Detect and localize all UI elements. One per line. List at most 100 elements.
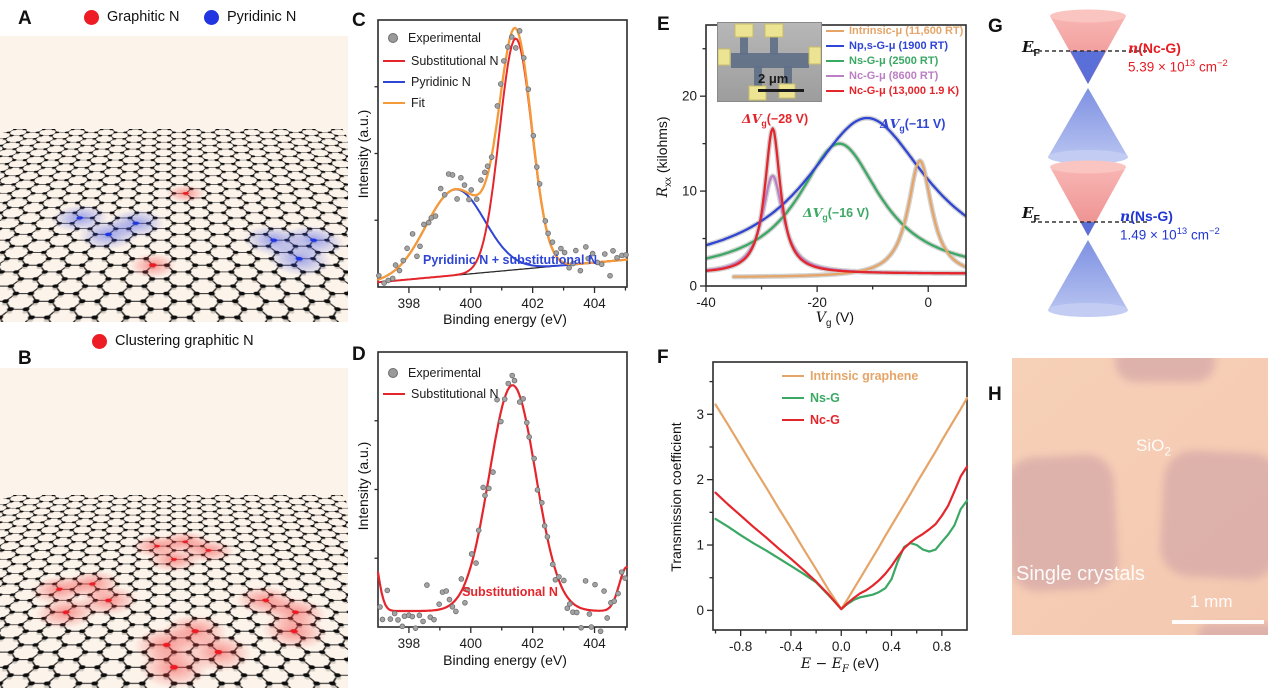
red-line-icon	[782, 418, 804, 422]
clustering-graphitic-n-label: Clustering graphitic N	[115, 333, 254, 349]
inset-scalebar-label: 2 μm	[758, 71, 789, 86]
panel-label-a: A	[18, 8, 32, 29]
panel-e-ylabel: Rxx (kilohms)	[654, 116, 674, 198]
panel-c-annotation: Pyridinic N + substitutional N	[423, 253, 597, 267]
panel-label-e: E	[657, 14, 670, 35]
panel-a-legend-graphitic: Graphitic N	[84, 9, 180, 25]
carrier-density-1-value: 5.39 × 1013 cm−2	[1128, 58, 1228, 75]
panel-e-legend-ns: Ns-G-μ (2500 RT)	[826, 55, 938, 67]
pyridinic-n-label: Pyridinic N	[227, 9, 297, 25]
lower-cone-2	[1048, 240, 1128, 310]
carrier-density-1-name: n(Nc-G)	[1128, 40, 1181, 57]
blue-line-icon	[383, 80, 405, 84]
panel-c-legend-fit: Fit	[383, 96, 425, 110]
panel-h-optical-image: SiO2 Single crystals 1 mm	[1012, 358, 1268, 635]
red-line-icon	[383, 392, 405, 396]
red-line-icon	[826, 89, 844, 93]
panel-c-chart: 398 400 402 404	[374, 19, 629, 311]
panel-c-ylabel: Intensity (a.u.)	[355, 109, 371, 199]
clustering-graphitic-n-dot-icon	[92, 333, 107, 349]
panel-label-f: F	[657, 347, 669, 368]
orange-line-icon	[383, 101, 405, 105]
legend-label: Nc-G-μ (13,000 1.9 K)	[849, 85, 960, 97]
single-crystals-label: Single crystals	[1016, 563, 1145, 585]
green-line-icon	[782, 396, 804, 400]
hall-bar-device	[717, 23, 822, 101]
green-line-icon	[826, 59, 844, 63]
graphitic-n-dot-icon	[84, 9, 99, 25]
carrier-density-2-value: 1.49 × 1013 cm−2	[1120, 226, 1220, 243]
panel-c-xlabel: Binding energy (eV)	[443, 311, 567, 327]
graphene-lattice-a	[0, 129, 348, 322]
panel-d-xlabel: Binding energy (eV)	[443, 652, 567, 668]
panel-e-xlabel: Vg (V)	[815, 309, 855, 329]
panel-f-ylabel: Transmission coefficient	[668, 422, 684, 572]
purple-line-icon	[826, 74, 844, 78]
crystal-bottom	[1198, 624, 1268, 635]
panel-a-lattice	[0, 36, 348, 322]
panel-label-b: B	[18, 348, 32, 369]
legend-label: Substitutional N	[411, 387, 499, 401]
orange-line-icon	[826, 29, 844, 33]
pyridinic-n-dot-icon	[204, 9, 219, 25]
legend-label: Ns-G-μ (2500 RT)	[849, 55, 939, 67]
legend-label: Ns-G	[810, 391, 840, 405]
fermi-label-1: EF	[1022, 38, 1040, 59]
legend-label: Intrinsic graphene	[810, 369, 919, 383]
panel-label-c: C	[352, 10, 366, 31]
panel-b-legend-clustering: Clustering graphitic N	[92, 333, 254, 349]
panel-g-dirac-cones	[1031, 9, 1147, 317]
experimental-marker-icon	[388, 33, 398, 43]
panel-d-chart: 398 400 402 404	[374, 351, 628, 651]
panel-d-ylabel: Intensity (a.u.)	[355, 441, 371, 531]
panel-e-annotation-16v: ΔVg(−16 V)	[803, 205, 870, 223]
panel-f-legend-nc: Nc-G	[782, 413, 840, 427]
panel-label-h: H	[988, 384, 1002, 405]
crystal-right	[1158, 448, 1268, 582]
panel-c-legend-pyridinic: Pyridinic N	[383, 75, 471, 89]
fermi-label-2: EF	[1022, 204, 1040, 225]
sio2-label: SiO2	[1136, 436, 1171, 459]
legend-label: Experimental	[408, 31, 481, 45]
filled-states-1	[1070, 51, 1106, 84]
blue-line-icon	[826, 44, 844, 48]
panel-d-legend-experimental: Experimental	[383, 366, 481, 380]
panel-a-legend-pyridinic: Pyridinic N	[204, 9, 296, 25]
panel-f-xlabel: E − EF (eV)	[800, 655, 880, 675]
panel-label-g: G	[988, 16, 1003, 37]
legend-label: Intrinsic-μ (11,600 RT)	[849, 25, 964, 37]
graphene-lattice-b	[0, 495, 348, 688]
filled-states-2	[1080, 222, 1096, 236]
legend-label: Nc-G	[810, 413, 840, 427]
panel-f-legend-ns: Ns-G	[782, 391, 840, 405]
lower-cone-1	[1048, 88, 1128, 157]
upper-cone-2	[1050, 167, 1126, 236]
scalebar	[1172, 620, 1264, 624]
panel-e-legend-nps: Np,s-G-μ (1900 RT)	[826, 40, 948, 52]
legend-label: Substitutional N	[411, 54, 499, 68]
upper-cone-1	[1050, 16, 1126, 84]
panel-c-legend-substitutional: Substitutional N	[383, 54, 499, 68]
crystal-top	[1115, 358, 1215, 382]
legend-label: Np,s-G-μ (1900 RT)	[849, 40, 949, 52]
panel-e-annotation-28v: ΔVg(−28 V)	[742, 111, 809, 129]
panel-b-lattice	[0, 368, 348, 688]
red-line-icon	[383, 59, 405, 63]
inset-scalebar	[758, 89, 804, 92]
panel-e-device-inset: 2 μm	[717, 22, 822, 102]
panel-e-legend-intrinsic: Intrinsic-μ (11,600 RT)	[826, 25, 963, 37]
experimental-marker-icon	[388, 368, 398, 378]
scalebar-label: 1 mm	[1190, 592, 1233, 611]
panel-d-annotation: Substitutional N	[462, 585, 558, 599]
legend-label: Nc-G-μ (8600 RT)	[849, 70, 939, 82]
panel-e-annotation-11v: ΔVg(−11 V)	[880, 116, 946, 134]
graphitic-n-label: Graphitic N	[107, 9, 180, 25]
legend-label: Experimental	[408, 366, 481, 380]
panel-e-legend-nc-rt: Nc-G-μ (8600 RT)	[826, 70, 938, 82]
panel-f-legend-intrinsic: Intrinsic graphene	[782, 369, 918, 383]
panel-label-d: D	[352, 344, 366, 365]
panel-e-legend-nc-lt: Nc-G-μ (13,000 1.9 K)	[826, 85, 959, 97]
